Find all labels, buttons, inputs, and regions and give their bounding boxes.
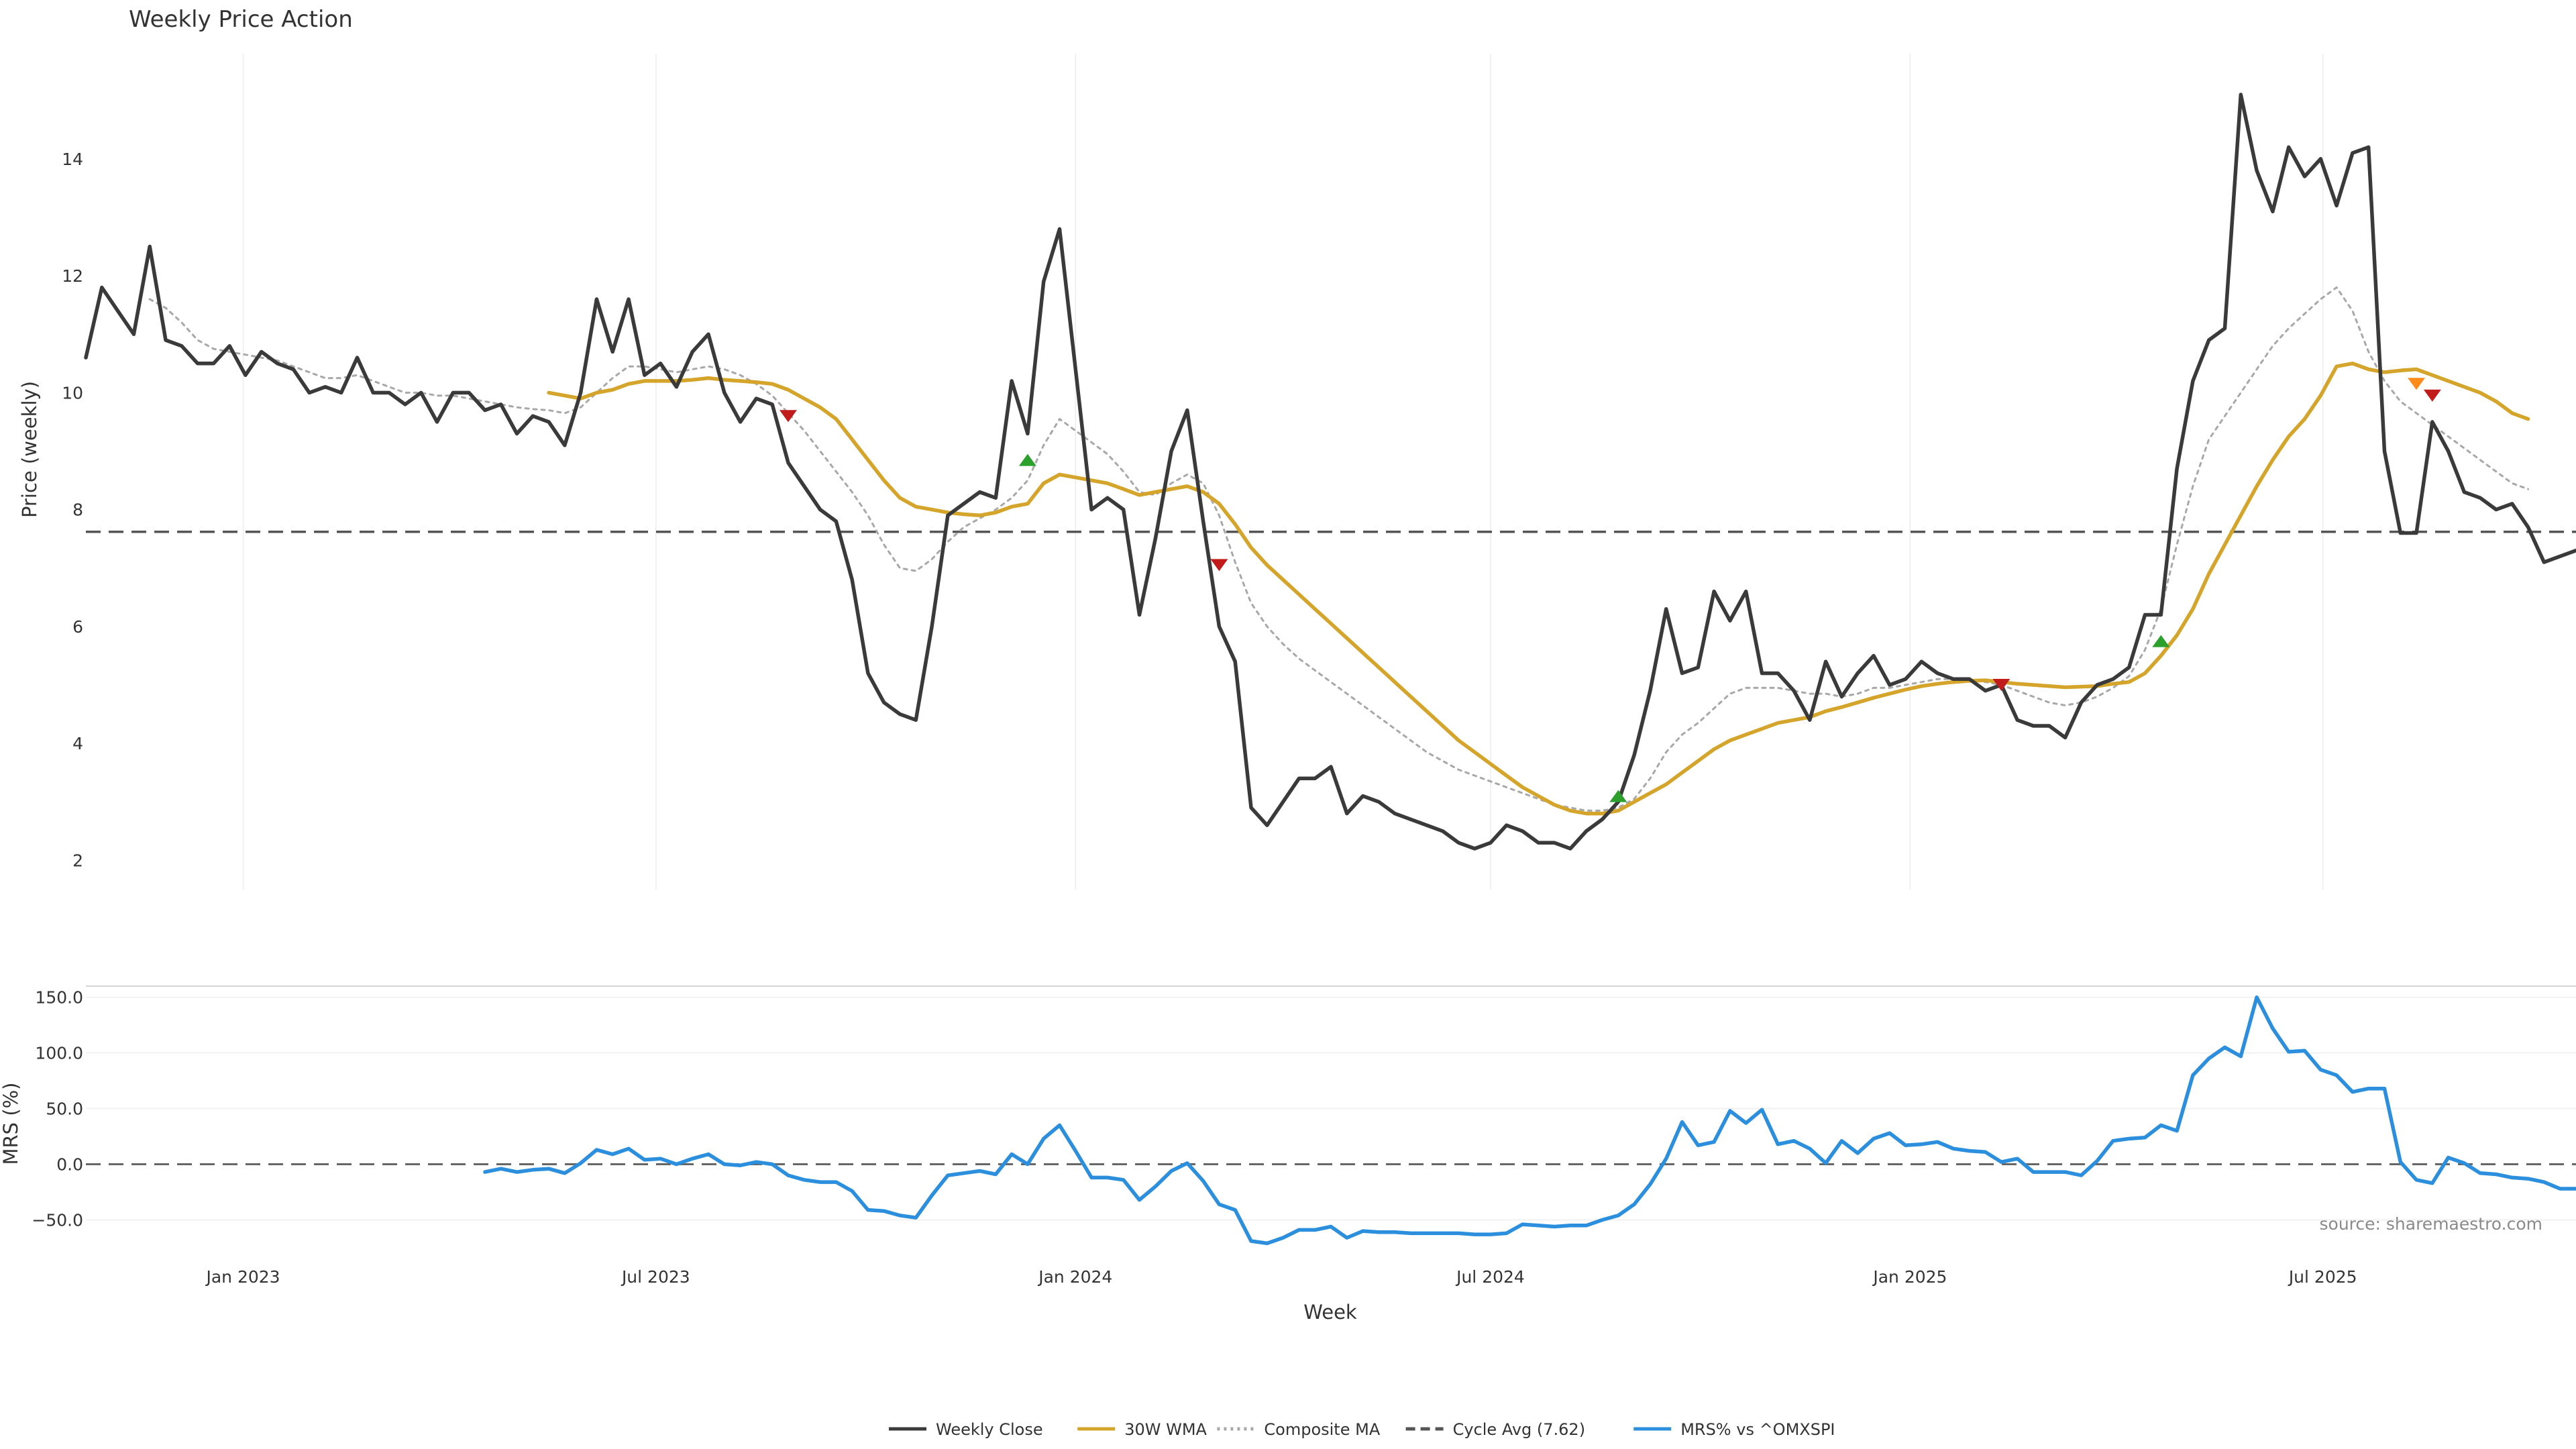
x-tick-label: Jul 2023 [621, 1267, 690, 1287]
price-y-axis-label: Price (weekly) [18, 381, 41, 518]
mrs-y-ticks: −50.0 0.0 50.0 100.0 150.0 [32, 988, 83, 1230]
legend-label: Composite MA [1264, 1420, 1380, 1439]
legend-item: Weekly Close [889, 1420, 1043, 1439]
signal-down-marker [1210, 559, 1228, 572]
legend-label: Weekly Close [936, 1420, 1043, 1439]
price-y-ticks: 2 4 6 8 10 12 14 [62, 150, 83, 871]
x-tick-label: Jan 2023 [205, 1267, 280, 1287]
series-weekly-close [84, 93, 2576, 851]
mrs-y-tick-label: −50.0 [32, 1211, 83, 1230]
signal-markers [779, 378, 2441, 802]
price-y-tick-label: 6 [72, 617, 83, 637]
signal-down-marker [779, 410, 797, 423]
signal-up-marker [2152, 635, 2170, 647]
x-tick-label: Jan 2025 [1872, 1267, 1947, 1287]
x-tick-label: Jul 2024 [1455, 1267, 1525, 1287]
x-axis-ticks: Jan 2023 Jul 2023 Jan 2024 Jul 2024 Jan 2025… [205, 1267, 2357, 1287]
price-y-tick-label: 10 [62, 383, 83, 402]
mrs-grid [86, 985, 2576, 1221]
signal-up-marker [1018, 453, 1036, 466]
signal-up-marker [1609, 790, 1627, 802]
mrs-series [86, 995, 2576, 1246]
price-y-tick-label: 2 [72, 851, 83, 870]
series-mrs-vs-omxspi [483, 995, 2576, 1246]
legend-item: MRS% vs ^OMXSPI [1633, 1420, 1835, 1439]
price-grid [242, 54, 2324, 890]
signal-down-marker [1992, 679, 2010, 692]
x-tick-label: Jan 2024 [1037, 1267, 1112, 1287]
legend: Weekly Close 30W WMA Composite MA Cycle Avg… [889, 1420, 1835, 1439]
signal-down-marker [2423, 389, 2441, 402]
x-tick-label: Jul 2025 [2288, 1267, 2357, 1287]
source-note: source: sharemaestro.com [2320, 1214, 2543, 1234]
price-y-tick-label: 14 [62, 150, 83, 169]
price-y-tick-label: 4 [72, 734, 83, 753]
chart-title: Weekly Price Action [129, 6, 353, 33]
signal-down-marker [2408, 378, 2426, 390]
mrs-y-tick-label: 150.0 [35, 988, 83, 1008]
mrs-y-axis-label: MRS (%) [0, 1083, 22, 1165]
legend-label: 30W WMA [1124, 1420, 1207, 1439]
mrs-y-tick-label: 0.0 [56, 1155, 83, 1175]
legend-item: Cycle Avg (7.62) [1405, 1420, 1585, 1439]
x-axis-label: Week [1303, 1301, 1357, 1324]
legend-item: Composite MA [1217, 1420, 1381, 1439]
mrs-y-tick-label: 100.0 [35, 1044, 83, 1063]
price-y-tick-label: 12 [62, 266, 83, 286]
price-series [84, 93, 2576, 851]
legend-item: 30W WMA [1077, 1420, 1208, 1439]
legend-label: MRS% vs ^OMXSPI [1680, 1420, 1835, 1439]
series-30w-wma [547, 362, 2530, 816]
legend-label: Cycle Avg (7.62) [1453, 1420, 1585, 1439]
mrs-y-tick-label: 50.0 [46, 1099, 83, 1119]
series-composite-ma [148, 286, 2530, 812]
price-y-tick-label: 8 [72, 500, 83, 520]
